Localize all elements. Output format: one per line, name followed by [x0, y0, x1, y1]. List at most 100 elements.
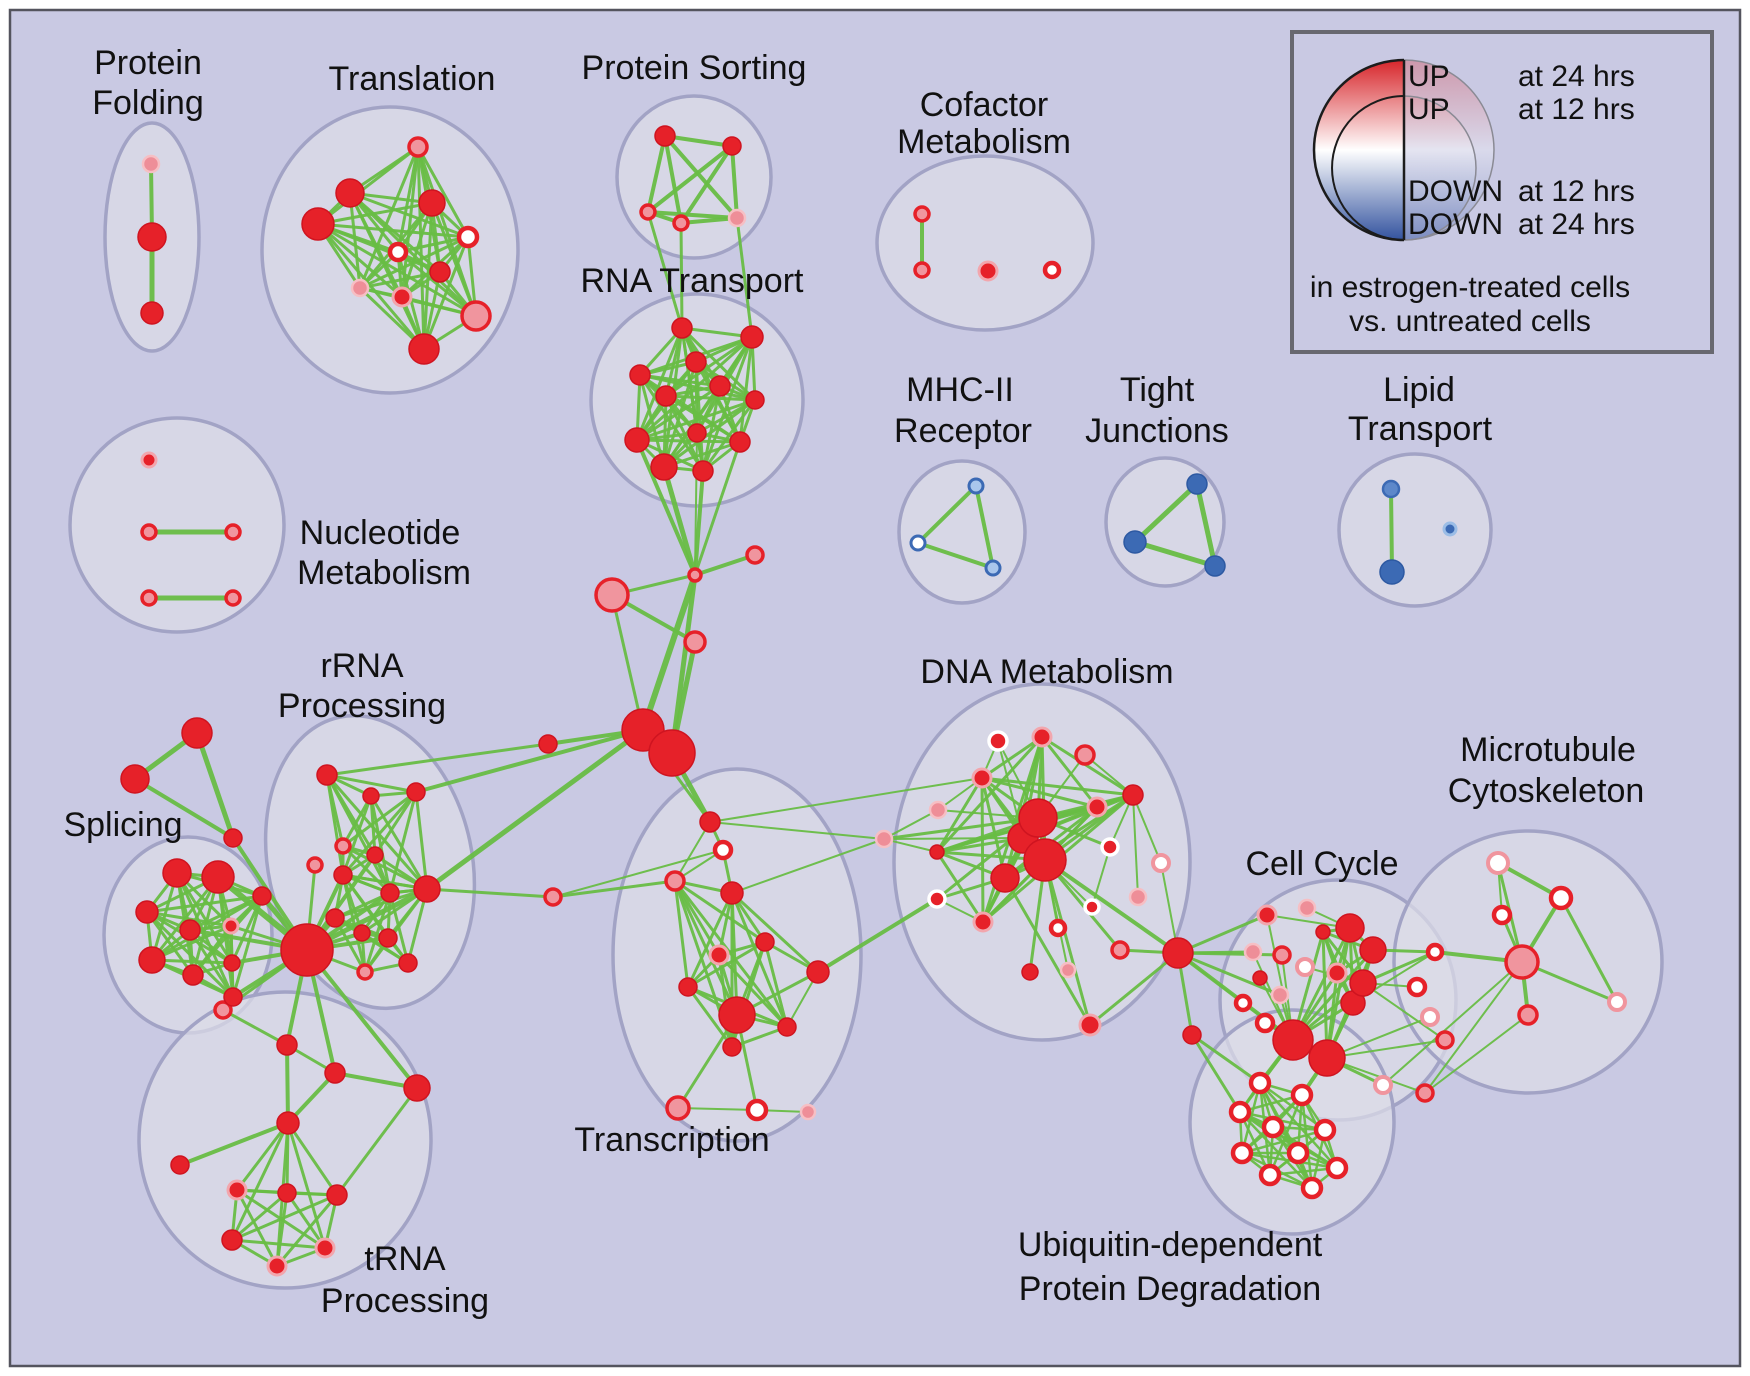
node-tr8[interactable] — [326, 1184, 348, 1206]
node-sp3[interactable] — [223, 828, 243, 848]
node-d4[interactable] — [971, 767, 993, 789]
node-d16[interactable] — [927, 889, 947, 909]
node-cc14[interactable] — [1254, 1012, 1276, 1034]
node-d21[interactable] — [1110, 940, 1130, 960]
node-mt3[interactable] — [1491, 904, 1513, 926]
node-x7[interactable] — [708, 944, 730, 966]
node-d7[interactable] — [929, 844, 945, 860]
node-u6[interactable] — [1313, 1118, 1337, 1142]
node-ps4[interactable] — [672, 214, 690, 232]
node-d14[interactable] — [1151, 853, 1171, 873]
node-rt4[interactable] — [629, 364, 651, 386]
node-u1[interactable] — [1182, 1025, 1202, 1045]
node-c4[interactable] — [683, 630, 707, 654]
node-rt3[interactable] — [685, 351, 707, 373]
node-u11[interactable] — [1325, 1156, 1349, 1180]
node-u5[interactable] — [1261, 1115, 1285, 1139]
node-m2[interactable] — [909, 534, 927, 552]
node-d17[interactable] — [972, 911, 994, 933]
node-tr5[interactable] — [170, 1155, 190, 1175]
node-tr4[interactable] — [276, 1111, 300, 1135]
node-n3[interactable] — [224, 523, 242, 541]
node-x12[interactable] — [722, 1037, 742, 1057]
node-cc8[interactable] — [1295, 957, 1315, 977]
node-u2[interactable] — [1248, 1071, 1272, 1095]
node-n2[interactable] — [140, 523, 158, 541]
node-mt5[interactable] — [1504, 944, 1540, 980]
node-t10[interactable] — [460, 300, 492, 332]
node-r11[interactable] — [353, 924, 371, 942]
node-d10[interactable] — [1023, 838, 1067, 882]
node-l3[interactable] — [1442, 521, 1458, 537]
node-cc10[interactable] — [1349, 969, 1377, 997]
node-cc18[interactable] — [1406, 976, 1428, 998]
node-rt11[interactable] — [650, 453, 678, 481]
node-mt6[interactable] — [1517, 1004, 1539, 1026]
node-pf1[interactable] — [141, 154, 161, 174]
node-r12[interactable] — [378, 928, 398, 948]
node-sp2[interactable] — [120, 764, 150, 794]
node-c5[interactable] — [538, 734, 558, 754]
node-cc19[interactable] — [1420, 1007, 1440, 1027]
node-d8[interactable] — [1018, 798, 1058, 838]
node-s4[interactable] — [179, 919, 201, 941]
node-cc2[interactable] — [1297, 898, 1317, 918]
node-x2[interactable] — [712, 839, 734, 861]
node-u3[interactable] — [1290, 1083, 1314, 1107]
node-r9[interactable] — [413, 875, 441, 903]
node-l2[interactable] — [1379, 559, 1405, 585]
node-cc11[interactable] — [1252, 970, 1268, 986]
node-d1[interactable] — [987, 730, 1009, 752]
node-r13[interactable] — [356, 963, 374, 981]
node-cc6[interactable] — [1243, 942, 1263, 962]
node-l1[interactable] — [1381, 479, 1401, 499]
node-t11[interactable] — [408, 333, 440, 365]
node-tr1[interactable] — [276, 1034, 298, 1056]
node-mt2[interactable] — [1548, 885, 1574, 911]
node-cc1[interactable] — [1256, 904, 1278, 926]
node-s7[interactable] — [138, 946, 166, 974]
node-r8[interactable] — [380, 883, 400, 903]
node-pf2[interactable] — [137, 222, 167, 252]
node-cc7[interactable] — [1272, 945, 1292, 965]
node-cc12[interactable] — [1270, 985, 1290, 1005]
node-u10[interactable] — [1300, 1176, 1324, 1200]
node-t6[interactable] — [387, 241, 409, 263]
node-t4[interactable] — [301, 207, 335, 241]
node-s9[interactable] — [223, 954, 241, 972]
node-cc3[interactable] — [1315, 924, 1331, 940]
node-s8[interactable] — [182, 964, 204, 986]
node-r2[interactable] — [362, 787, 380, 805]
node-x5[interactable] — [543, 887, 563, 907]
node-n4[interactable] — [140, 589, 158, 607]
node-d20[interactable] — [1048, 918, 1068, 938]
node-r6[interactable] — [366, 846, 384, 864]
node-c3[interactable] — [745, 545, 765, 565]
node-mt4[interactable] — [1425, 942, 1445, 962]
node-x4[interactable] — [720, 881, 744, 905]
node-tr9[interactable] — [221, 1229, 243, 1251]
node-cc15[interactable] — [1272, 1019, 1314, 1061]
node-n5[interactable] — [224, 589, 242, 607]
node-ub14[interactable] — [1415, 1083, 1435, 1103]
node-tr11[interactable] — [266, 1255, 288, 1277]
node-s6[interactable] — [252, 886, 272, 906]
node-d12[interactable] — [1086, 796, 1108, 818]
node-x14[interactable] — [745, 1098, 769, 1122]
node-d5[interactable] — [928, 800, 948, 820]
node-d6[interactable] — [874, 829, 894, 849]
node-cf2[interactable] — [913, 261, 931, 279]
node-r7[interactable] — [333, 865, 353, 885]
node-pf3[interactable] — [140, 301, 164, 325]
node-rt1[interactable] — [671, 317, 693, 339]
node-x1[interactable] — [699, 811, 721, 833]
node-c2[interactable] — [687, 567, 703, 583]
node-rt8[interactable] — [687, 423, 707, 443]
node-rt9[interactable] — [624, 427, 650, 453]
node-s1[interactable] — [162, 858, 192, 888]
node-ps2[interactable] — [722, 136, 742, 156]
node-cf1[interactable] — [913, 205, 931, 223]
node-rt2[interactable] — [740, 325, 764, 349]
node-s5[interactable] — [222, 917, 240, 935]
node-x13[interactable] — [665, 1095, 691, 1121]
